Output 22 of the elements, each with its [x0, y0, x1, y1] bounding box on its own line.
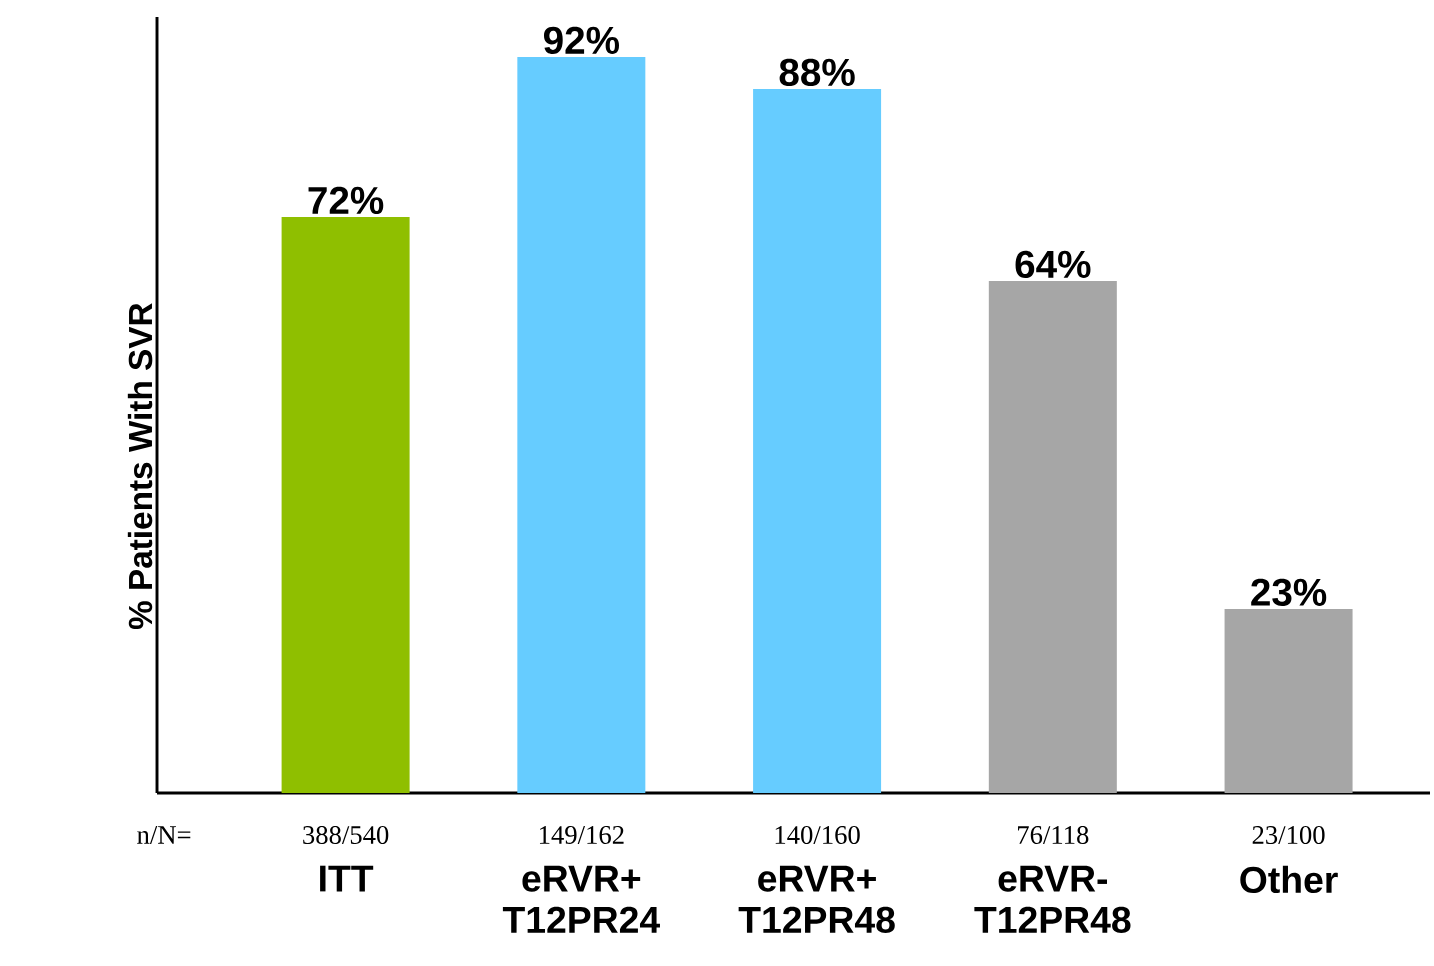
bar	[517, 57, 646, 793]
bar	[753, 89, 882, 793]
data-label: 64%	[1015, 250, 1091, 279]
text: n/N=	[137, 826, 191, 844]
data-label: 72%	[308, 186, 384, 215]
x-tick-label: ITT	[320, 865, 374, 892]
bar	[988, 280, 1117, 793]
data-label: 92%	[543, 26, 619, 55]
text: 140/160	[775, 825, 860, 844]
x-tick-label: eRVR+ T12PR48	[738, 865, 895, 934]
bar	[1224, 608, 1353, 793]
text: 388/540	[303, 825, 389, 844]
bar	[281, 217, 410, 793]
text: 76/118	[1018, 825, 1089, 844]
x-tick-label: eRVR- T12PR48	[974, 865, 1131, 934]
data-label: 88%	[779, 58, 855, 87]
y-axis-title: % Patients With SVR	[127, 303, 153, 630]
text: 149/162	[539, 826, 624, 844]
x-tick-label: Other	[1240, 865, 1338, 894]
text: 23/100	[1252, 825, 1325, 844]
x-tick-label: eRVR+ T12PR24	[502, 865, 660, 933]
data-label: 23%	[1251, 578, 1327, 607]
